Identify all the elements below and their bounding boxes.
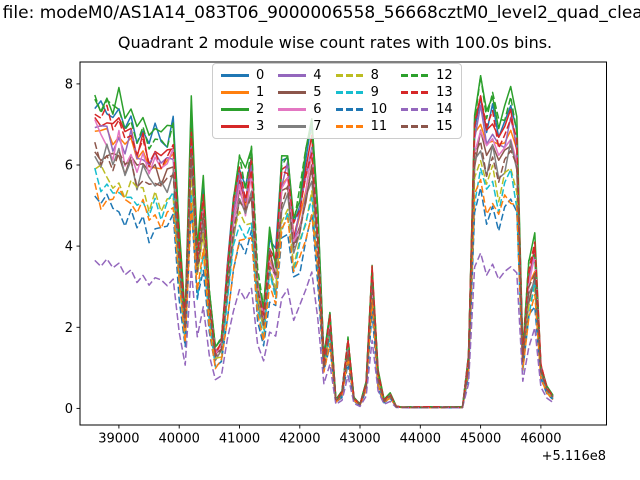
legend-entry: 12	[401, 67, 453, 84]
legend-sample-line	[335, 74, 364, 77]
legend-entry: 0	[221, 67, 264, 84]
series-lines	[94, 75, 554, 409]
legend-entry-label: 12	[436, 68, 453, 83]
figure-suptitle: n file: modeM0/AS1A14_083T06_9000006558_…	[0, 3, 640, 23]
legend-entry-label: 10	[370, 102, 388, 117]
legend-entry-label: 7	[313, 119, 322, 134]
legend-entry-label: 14	[436, 102, 453, 117]
x-axis-tick-label: 39000	[98, 432, 139, 447]
legend-entry: 13	[401, 84, 453, 101]
y-axis-tick-label: 6	[65, 159, 73, 174]
series-line-13	[94, 95, 554, 409]
series-line-15	[94, 140, 554, 409]
y-axis-tick-label: 0	[65, 402, 73, 417]
axis-ticks: 39000 40000 41000 42000 43000 44000 45000 46000…	[65, 77, 562, 446]
legend-sample-line	[335, 91, 364, 94]
legend-sample-line	[401, 91, 430, 94]
legend-sample-line	[401, 125, 430, 128]
legend-entry: 3	[221, 118, 264, 135]
legend-sample-line	[401, 74, 430, 77]
y-axis-tick-label: 4	[65, 240, 73, 255]
legend-entry: 5	[278, 84, 322, 101]
x-axis-tick-label: 43000	[339, 432, 380, 447]
x-axis-tick-label: 40000	[159, 432, 200, 447]
y-axis-tick-label: 2	[65, 321, 73, 336]
legend-entry: 4	[278, 67, 322, 84]
x-axis-tick-label: 42000	[279, 432, 320, 447]
legend-entry-label: 2	[256, 102, 265, 117]
x-axis-tick-label: 41000	[219, 432, 260, 447]
legend-entry: 10	[335, 101, 388, 118]
legend-entry-label: 8	[370, 68, 379, 83]
legend-sample-line	[221, 125, 249, 128]
legend-sample-line	[221, 108, 249, 111]
legend-sample-line	[401, 108, 430, 111]
legend-entry: 7	[278, 118, 322, 135]
legend-sample-line	[278, 125, 307, 128]
legend-entry-label: 13	[436, 85, 453, 100]
x-axis-tick-label: 46000	[520, 432, 561, 447]
legend-entry-label: 15	[436, 119, 453, 134]
legend-entry: 14	[401, 101, 453, 118]
axes-spines	[79, 61, 607, 426]
legend-entry: 15	[401, 118, 453, 135]
legend-entry-label: 5	[313, 85, 322, 100]
legend-entry: 9	[335, 84, 388, 101]
legend: 0 1 2 3 4 5 6 7 8 9 10 11 12 13 14 15	[212, 63, 462, 139]
legend-sample-line	[221, 91, 249, 94]
series-line-14	[94, 252, 554, 409]
legend-sample-line	[278, 74, 307, 77]
legend-entry-label: 3	[256, 119, 265, 134]
legend-sample-line	[278, 108, 307, 111]
legend-entry-label: 6	[313, 102, 322, 117]
axes-title: Quadrant 2 module wise count rates with …	[117, 33, 553, 52]
x-axis-tick-label: 44000	[400, 432, 441, 447]
x-axis-offset-text: +5.116e8	[541, 449, 606, 464]
legend-entry: 1	[221, 84, 264, 101]
legend-entry-label: 11	[370, 119, 388, 134]
legend-entry: 11	[335, 118, 388, 135]
legend-sample-line	[335, 125, 364, 128]
y-axis-tick-label: 8	[65, 77, 73, 92]
legend-entry: 8	[335, 67, 388, 84]
legend-entry-label: 9	[370, 85, 379, 100]
legend-sample-line	[278, 91, 307, 94]
legend-entry-label: 1	[256, 85, 265, 100]
legend-sample-line	[335, 108, 364, 111]
legend-entry: 6	[278, 101, 322, 118]
legend-sample-line	[221, 74, 249, 77]
legend-entry: 2	[221, 101, 264, 118]
legend-entry-label: 4	[313, 68, 322, 83]
legend-entry-label: 0	[256, 68, 265, 83]
series-line-11	[94, 178, 554, 409]
x-axis-tick-label: 45000	[460, 432, 501, 447]
